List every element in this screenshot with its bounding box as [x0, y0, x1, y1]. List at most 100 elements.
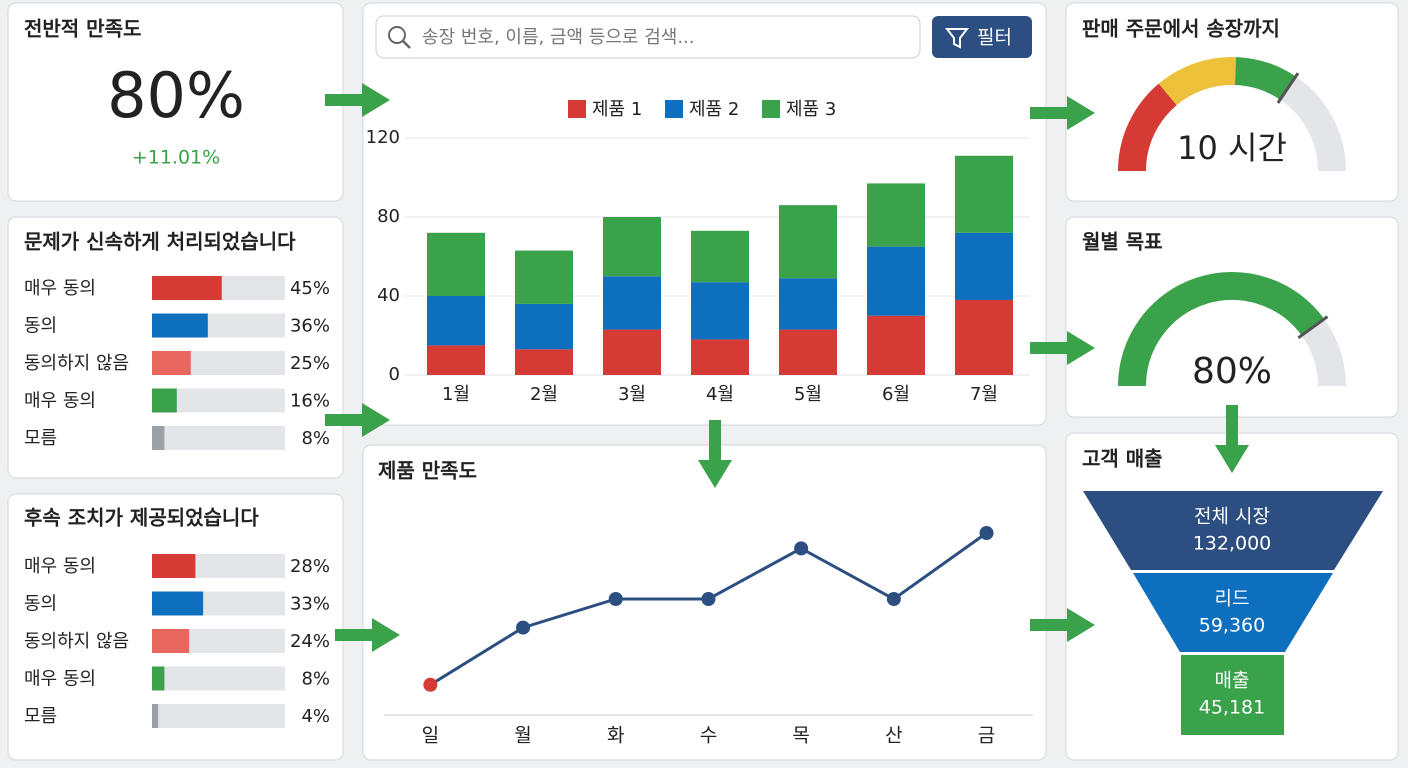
card-title: 전반적 만족도	[24, 17, 141, 41]
funnel-stage	[1181, 655, 1284, 735]
gauge-label: 80%	[1192, 351, 1272, 392]
x-tick-label: 수	[700, 725, 717, 747]
bar-segment	[867, 315, 925, 375]
bar	[152, 666, 165, 691]
bar-track	[152, 426, 285, 450]
flow-arrow	[335, 618, 400, 652]
bar-segment	[779, 278, 837, 330]
funnel-stage	[1083, 491, 1383, 570]
gauge-band	[1234, 57, 1296, 100]
gauge-marker	[1297, 315, 1329, 340]
x-tick-label: 금	[978, 725, 995, 747]
row-label: 모름	[24, 428, 57, 449]
bar-segment	[867, 246, 925, 316]
row-label: 동의	[24, 594, 57, 615]
y-tick-label: 120	[366, 127, 400, 148]
bar-segment	[515, 303, 573, 350]
bar	[152, 554, 196, 578]
row-label: 동의하지 않음	[24, 631, 129, 652]
point	[794, 541, 809, 556]
funnel-stage	[1133, 573, 1333, 652]
bar-segment	[779, 205, 837, 279]
card-title: 월별 목표	[1082, 230, 1163, 254]
bar	[152, 313, 208, 338]
search-icon	[402, 40, 411, 49]
row-label: 매우 동의	[24, 556, 96, 577]
legend-swatch	[665, 100, 683, 118]
bar-segment	[691, 282, 749, 340]
legend-swatch	[762, 100, 780, 118]
filter-label[interactable]: 필터	[977, 27, 1012, 49]
card-title: 고객 매출	[1082, 447, 1163, 471]
card-title: 제품 만족도	[378, 459, 477, 483]
funnel-name: 매출	[1215, 670, 1250, 692]
gauge-label: 10 시간	[1177, 129, 1287, 167]
card-title: 후속 조치가 제공되었습니다	[24, 506, 259, 530]
bar	[152, 388, 177, 413]
flow-arrow	[1030, 96, 1095, 130]
gauge-marker	[1276, 72, 1300, 104]
gauge-band	[1279, 76, 1346, 172]
search-placeholder: 송장 번호, 이름, 금액 등으로 검색...	[422, 27, 695, 48]
y-tick-label: 80	[377, 206, 400, 227]
bar-segment	[515, 349, 573, 375]
filter-icon	[944, 28, 970, 49]
flow-arrow	[325, 83, 390, 117]
x-tick-label: 6월	[882, 384, 910, 405]
row-label: 매우 동의	[24, 278, 96, 299]
bar-segment	[955, 155, 1013, 233]
funnel-name: 리드	[1215, 588, 1250, 610]
x-tick-label: 산	[885, 725, 902, 747]
bar	[152, 426, 165, 450]
bar-segment	[603, 276, 661, 330]
row-value: 8%	[301, 428, 330, 449]
bar	[152, 591, 204, 616]
point	[701, 592, 716, 606]
x-tick-label: 4월	[706, 384, 734, 405]
bar-segment	[427, 345, 485, 375]
row-label: 동의하지 않음	[24, 353, 129, 374]
bar-track	[152, 704, 285, 728]
gauge-band	[1158, 57, 1236, 106]
row-value: 8%	[301, 669, 330, 690]
bar-segment	[691, 230, 749, 283]
filter-button[interactable]	[932, 16, 1032, 58]
bar	[152, 704, 159, 728]
flow-arrow	[1030, 331, 1095, 365]
x-tick-label: 7월	[970, 384, 998, 405]
kpi-change: +11.01%	[132, 147, 220, 169]
x-tick-label: 2월	[530, 384, 558, 405]
funnel-value: 132,000	[1193, 533, 1272, 555]
funnel-value: 45,181	[1199, 697, 1265, 719]
x-tick-label: 목	[792, 725, 809, 747]
bar-segment	[779, 329, 837, 375]
bar	[152, 629, 190, 653]
flow-arrow	[698, 420, 732, 488]
funnel-value: 59,360	[1199, 615, 1265, 637]
point	[516, 620, 531, 635]
bar-segment	[867, 183, 925, 247]
point	[423, 677, 438, 692]
search-box[interactable]	[375, 15, 921, 59]
flow-arrow	[1215, 405, 1249, 473]
flow-arrow	[1030, 608, 1095, 642]
y-tick-label: 40	[377, 285, 400, 306]
point	[979, 526, 994, 540]
row-value: 4%	[301, 706, 330, 727]
row-label: 동의	[24, 316, 57, 337]
row-value: 25%	[290, 353, 330, 374]
bar-track	[152, 666, 285, 691]
gauge-fill	[1118, 272, 1325, 387]
row-value: 33%	[290, 594, 330, 615]
funnel-name: 전체 시장	[1194, 506, 1270, 528]
bar-segment	[515, 250, 573, 304]
bar-segment	[427, 296, 485, 346]
card	[1065, 2, 1399, 202]
legend-label: 제품 1	[592, 99, 642, 120]
x-tick-label: 일	[422, 725, 439, 747]
bar-segment	[691, 339, 749, 375]
row-value: 45%	[290, 278, 330, 299]
point	[608, 592, 623, 606]
legend-label: 제품 2	[689, 99, 739, 120]
